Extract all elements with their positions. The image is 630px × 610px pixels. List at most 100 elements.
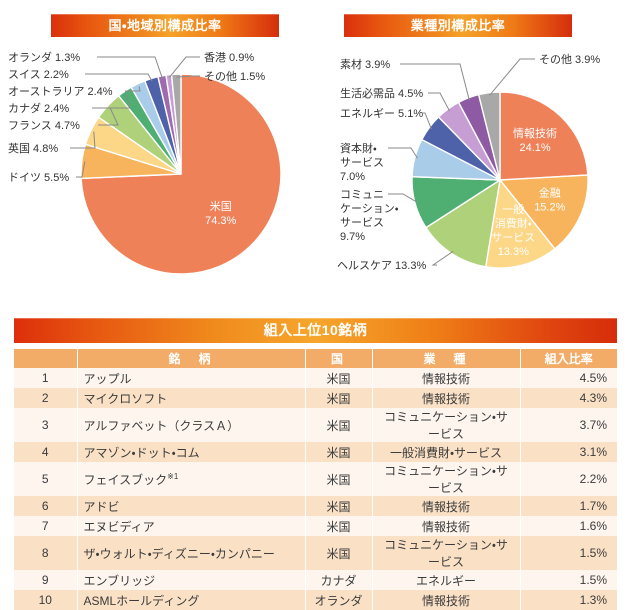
cell-name: アドビ	[77, 496, 306, 516]
country-pie-area: 米国 74.3% オランダ 1.3% スイス 2.2% オーストラリア 2.4% カナダ …	[0, 0, 315, 292]
table-row[interactable]: 9 エンブリッジ カナダ エネルギー 1.5%	[14, 570, 617, 590]
slice-label-shihonzai: 資本財・サービス 7.0%	[340, 141, 384, 183]
cell-sector: エネルギー	[372, 570, 521, 590]
cell-name: マイクロソフト	[77, 388, 306, 408]
slice-label-france: フランス 4.7%	[8, 120, 80, 132]
cell-country: オランダ	[305, 590, 373, 610]
col-name: 銘 柄	[77, 349, 306, 368]
cell-country: 米国	[305, 408, 373, 442]
slice-label-suisu: スイス 2.2%	[8, 69, 69, 81]
slice-label-uk: 英国 4.8%	[8, 141, 58, 155]
cell-rank: 3	[14, 408, 78, 442]
cell-ratio: 1.6%	[579, 519, 607, 533]
holdings-table-wrap: 銘 柄 国 業 種 組入比率 1 アップル 米国 情報技術 4.5% 2 マイクロソフト 米国…	[14, 349, 617, 610]
table-row[interactable]: 3 アルファベット（クラスＡ） 米国 コミュニケーション・サービス 3.7%	[14, 408, 617, 442]
sector-chart-title: 業種別構成比率	[344, 14, 572, 37]
table-header-row: 銘 柄 国 業 種 組入比率	[14, 349, 617, 368]
cell-ratio: 1.5%	[579, 573, 607, 587]
leader-line	[76, 161, 86, 178]
cell-sector: 情報技術	[372, 590, 521, 610]
cell-sector: 情報技術	[372, 516, 521, 536]
leader-line	[92, 93, 131, 109]
cell-ratio: 3.1%	[579, 445, 607, 459]
cell-ratio: 3.7%	[579, 418, 607, 432]
slice-label-hongkong: 香港 0.9%	[204, 51, 254, 64]
pie-slice[interactable]	[484, 178, 556, 269]
leader-line	[176, 75, 200, 78]
cell-country: 米国	[305, 516, 373, 536]
cell-sector: コミュニケーション・サービス	[372, 462, 521, 496]
pie-slice[interactable]	[498, 174, 589, 250]
cell-sector: コミュニケーション・サービス	[372, 408, 521, 442]
sector-chart-panel: 業種別構成比率 情報技術 24.1% 金融 15.2% 一般消費財・サービス 13.3% 素…	[315, 0, 630, 292]
slice-label-kinyu_inside: 金融 15.2%	[534, 186, 565, 213]
cell-name: フェイスブック※1	[77, 462, 306, 496]
cell-name: アルファベット（クラスＡ）	[77, 408, 306, 442]
leader-line	[125, 86, 141, 92]
leader-line	[388, 147, 418, 159]
pie-slice[interactable]	[477, 91, 501, 181]
table-row[interactable]: 4 アマゾン・ドット・コム 米国 一般消費財・サービス 3.1%	[14, 442, 617, 462]
cell-ratio: 2.2%	[579, 472, 607, 486]
slice-label-healthcare: ヘルスケア 13.3%	[337, 259, 426, 272]
pie-slice[interactable]	[425, 178, 501, 268]
leader-line	[98, 107, 119, 126]
slice-label-oranda: オランダ 1.3%	[8, 50, 80, 64]
holdings-panel: 組入上位10銘柄 銘 柄 国 業 種 組入比率 1 アップル 米国 情報技術 4.5% 2…	[0, 300, 630, 610]
table-row[interactable]: 1 アップル 米国 情報技術 4.5%	[14, 368, 617, 388]
table-row[interactable]: 8 ザ・ウォルト・ディズニー・カンパニー 米国 コミュニケーション・サービス 1.5%	[14, 536, 617, 570]
cell-name: アマゾン・ドット・コム	[77, 442, 306, 462]
leader-line	[400, 63, 470, 101]
slice-label-energy: エネルギー 5.1%	[340, 107, 423, 120]
cell-rank: 7	[14, 516, 78, 536]
country-chart-title: 国・地域別構成比率	[51, 14, 279, 37]
cell-sector: 情報技術	[372, 368, 521, 388]
leader-line	[431, 250, 454, 266]
slice-label-australia: オーストラリア 2.4%	[8, 85, 113, 98]
leader-line	[85, 73, 153, 82]
sector-pie-svg: 情報技術 24.1% 金融 15.2%一般消費財・サービス 13.3% 素材 3.9% 生活…	[337, 53, 600, 272]
cell-country: 米国	[305, 368, 373, 388]
leader-line	[97, 56, 163, 79]
cell-country: 米国	[305, 536, 373, 570]
table-row[interactable]: 6 アドビ 米国 情報技術 1.7%	[14, 496, 617, 516]
cell-country: 米国	[305, 462, 373, 496]
cell-country: 米国	[305, 388, 373, 408]
slice-label-seikatsu: 生活必需品 4.5%	[340, 86, 423, 100]
slice-label-sozai: 素材 3.9%	[340, 57, 390, 71]
slice-label-it_inside: 情報技術 24.1%	[513, 126, 557, 154]
cell-name: アップル	[77, 368, 306, 388]
pie-slice[interactable]	[499, 91, 589, 181]
table-row[interactable]: 2 マイクロソフト 米国 情報技術 4.3%	[14, 388, 617, 408]
slice-label-communication: コミュニケーション・サービス 9.7%	[340, 189, 399, 243]
sector-pie-area: 情報技術 24.1% 金融 15.2% 一般消費財・サービス 13.3% 素材 3.9% 生活…	[315, 0, 630, 292]
cell-rank: 10	[14, 590, 78, 610]
cell-name: ASMLホールディング	[77, 590, 306, 610]
cell-sector: コミュニケーション・サービス	[372, 536, 521, 570]
cell-rank: 9	[14, 570, 78, 590]
leader-line	[489, 58, 535, 96]
cell-country: カナダ	[305, 570, 373, 590]
cell-ratio: 4.5%	[579, 371, 607, 385]
cell-rank: 4	[14, 442, 78, 462]
table-row[interactable]: 10 ASMLホールディング オランダ 情報技術 1.3%	[14, 590, 617, 610]
cell-name: エヌビディア	[77, 516, 306, 536]
holdings-table: 銘 柄 国 業 種 組入比率 1 アップル 米国 情報技術 4.5% 2 マイクロソフト 米国…	[14, 349, 617, 610]
country-chart-panel: 国・地域別構成比率 米国 74.3% オランダ 1.3% スイス 2.2% オーストラリ…	[0, 0, 315, 292]
table-row[interactable]: 5 フェイスブック※1 米国 コミュニケーション・サービス 2.2%	[14, 462, 617, 496]
col-rank	[14, 349, 78, 368]
cell-sector: 一般消費財・サービス	[372, 442, 521, 462]
slice-label-usa: 米国 74.3%	[205, 200, 236, 227]
col-country: 国	[305, 349, 373, 368]
table-row[interactable]: 7 エヌビディア 米国 情報技術 1.6%	[14, 516, 617, 536]
slice-label-other: その他 3.9%	[539, 53, 600, 66]
leader-line	[168, 56, 200, 79]
cell-country: 米国	[305, 442, 373, 462]
cell-rank: 2	[14, 388, 78, 408]
slice-label-canada: カナダ 2.4%	[8, 101, 69, 115]
cell-rank: 6	[14, 496, 78, 516]
footnote-marker: ※1	[167, 471, 179, 481]
leader-line	[428, 92, 451, 112]
slice-label-germany: ドイツ 5.5%	[8, 172, 69, 184]
leader-line	[70, 131, 96, 149]
